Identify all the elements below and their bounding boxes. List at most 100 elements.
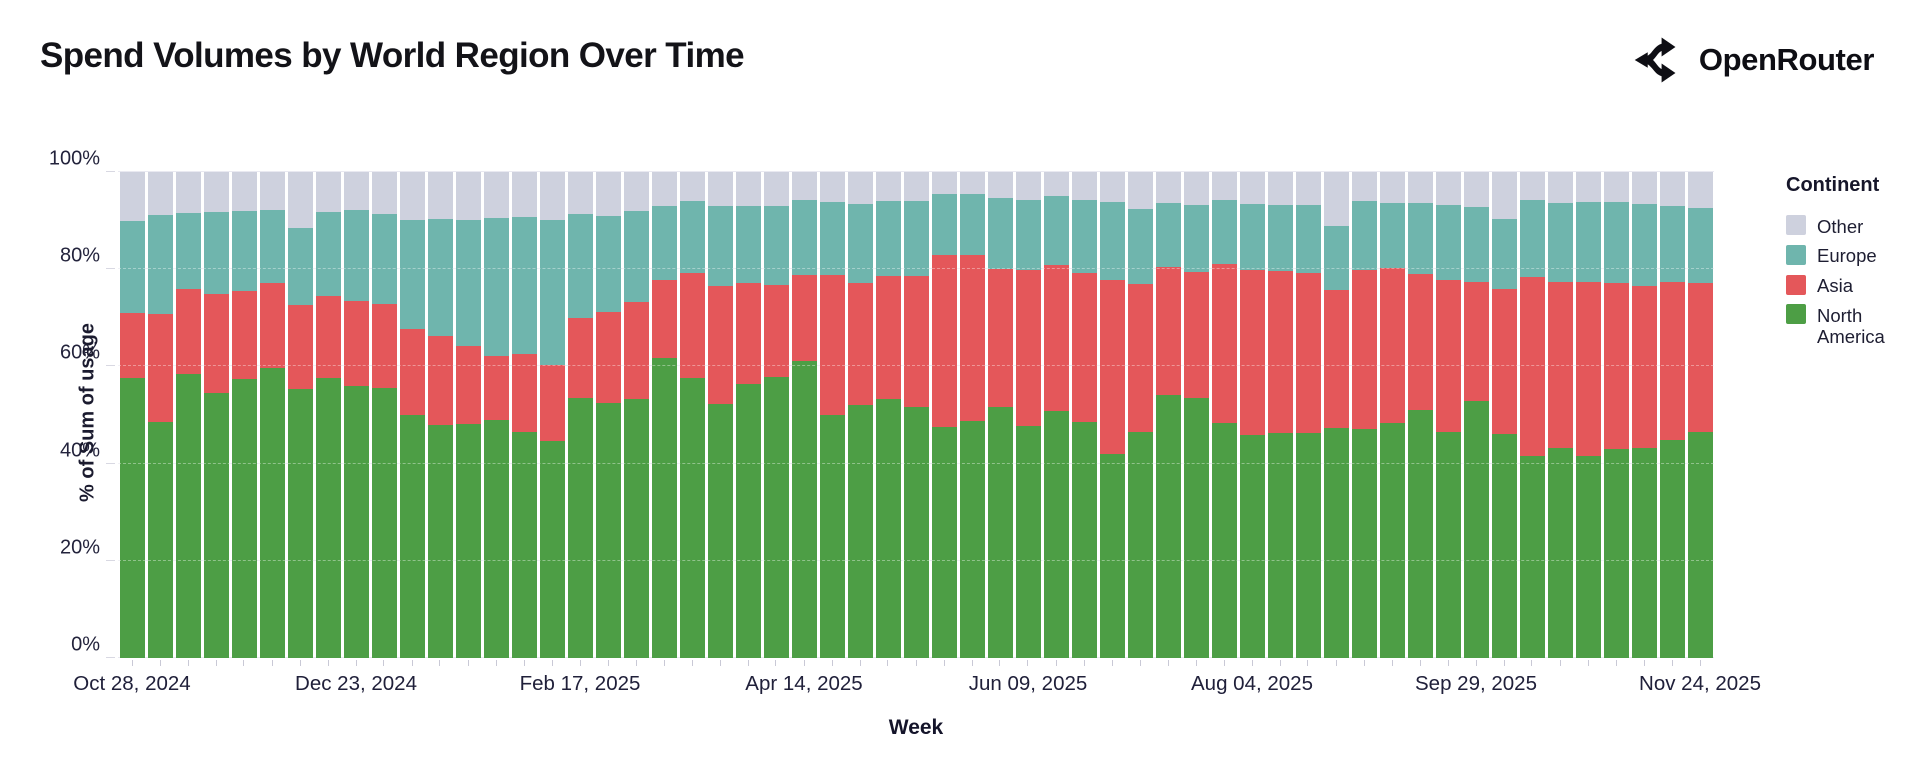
- segment-north-america[interactable]: [343, 385, 369, 658]
- segment-europe[interactable]: [959, 193, 985, 255]
- segment-north-america[interactable]: [119, 377, 145, 658]
- segment-other[interactable]: [1323, 172, 1349, 226]
- segment-europe[interactable]: [1211, 200, 1237, 265]
- segment-other[interactable]: [1547, 172, 1573, 203]
- segment-asia[interactable]: [1071, 273, 1097, 422]
- segment-north-america[interactable]: [819, 415, 845, 658]
- segment-asia[interactable]: [1239, 269, 1265, 435]
- segment-other[interactable]: [315, 172, 341, 213]
- segment-north-america[interactable]: [903, 407, 929, 658]
- segment-asia[interactable]: [1127, 283, 1153, 432]
- segment-north-america[interactable]: [1155, 395, 1181, 658]
- segment-europe[interactable]: [371, 213, 397, 305]
- segment-other[interactable]: [651, 172, 677, 207]
- segment-europe[interactable]: [399, 219, 425, 330]
- segment-other[interactable]: [1435, 172, 1461, 205]
- segment-north-america[interactable]: [511, 432, 537, 658]
- segment-asia[interactable]: [847, 283, 873, 405]
- segment-asia[interactable]: [1351, 269, 1377, 429]
- segment-north-america[interactable]: [1603, 449, 1629, 658]
- segment-other[interactable]: [819, 172, 845, 203]
- segment-north-america[interactable]: [539, 440, 565, 658]
- segment-other[interactable]: [1211, 172, 1237, 201]
- segment-asia[interactable]: [1155, 266, 1181, 396]
- segment-europe[interactable]: [259, 210, 285, 284]
- segment-other[interactable]: [847, 172, 873, 204]
- segment-other[interactable]: [707, 172, 733, 206]
- segment-europe[interactable]: [1239, 203, 1265, 270]
- segment-north-america[interactable]: [1435, 431, 1461, 658]
- segment-asia[interactable]: [595, 312, 621, 404]
- segment-north-america[interactable]: [1463, 401, 1489, 658]
- segment-europe[interactable]: [287, 228, 313, 306]
- segment-asia[interactable]: [1463, 281, 1489, 402]
- segment-europe[interactable]: [511, 216, 537, 355]
- segment-asia[interactable]: [147, 313, 173, 423]
- segment-asia[interactable]: [623, 301, 649, 399]
- segment-other[interactable]: [287, 172, 313, 229]
- segment-north-america[interactable]: [1687, 431, 1713, 658]
- segment-asia[interactable]: [287, 305, 313, 389]
- segment-other[interactable]: [791, 172, 817, 201]
- segment-other[interactable]: [203, 172, 229, 213]
- segment-asia[interactable]: [1211, 264, 1237, 423]
- segment-europe[interactable]: [1463, 206, 1489, 282]
- segment-europe[interactable]: [483, 217, 509, 357]
- segment-asia[interactable]: [259, 283, 285, 368]
- segment-asia[interactable]: [763, 284, 789, 378]
- segment-other[interactable]: [147, 172, 173, 216]
- segment-other[interactable]: [987, 172, 1013, 199]
- segment-north-america[interactable]: [483, 419, 509, 658]
- segment-asia[interactable]: [343, 301, 369, 386]
- segment-asia[interactable]: [427, 335, 453, 426]
- segment-other[interactable]: [567, 172, 593, 214]
- segment-north-america[interactable]: [1211, 422, 1237, 658]
- segment-europe[interactable]: [1267, 204, 1293, 271]
- segment-europe[interactable]: [707, 205, 733, 286]
- segment-other[interactable]: [511, 172, 537, 217]
- openrouter-brand[interactable]: OpenRouter: [1633, 34, 1874, 86]
- segment-asia[interactable]: [679, 272, 705, 378]
- segment-europe[interactable]: [1071, 200, 1097, 274]
- segment-asia[interactable]: [119, 312, 145, 378]
- segment-north-america[interactable]: [1631, 448, 1657, 658]
- segment-north-america[interactable]: [1659, 439, 1685, 658]
- segment-europe[interactable]: [875, 201, 901, 277]
- segment-north-america[interactable]: [1127, 431, 1153, 658]
- segment-other[interactable]: [1491, 172, 1517, 219]
- segment-other[interactable]: [539, 172, 565, 220]
- segment-other[interactable]: [1295, 172, 1321, 205]
- segment-asia[interactable]: [1267, 270, 1293, 433]
- segment-europe[interactable]: [819, 202, 845, 276]
- segment-other[interactable]: [1631, 172, 1657, 204]
- segment-north-america[interactable]: [959, 420, 985, 658]
- segment-europe[interactable]: [455, 220, 481, 347]
- segment-asia[interactable]: [1407, 273, 1433, 410]
- segment-asia[interactable]: [1659, 281, 1685, 440]
- segment-europe[interactable]: [1155, 203, 1181, 267]
- segment-asia[interactable]: [1519, 277, 1545, 457]
- segment-north-america[interactable]: [1183, 398, 1209, 658]
- segment-europe[interactable]: [1547, 202, 1573, 282]
- segment-other[interactable]: [1099, 172, 1125, 203]
- segment-europe[interactable]: [203, 212, 229, 295]
- segment-asia[interactable]: [1295, 272, 1321, 433]
- segment-europe[interactable]: [623, 211, 649, 302]
- segment-north-america[interactable]: [455, 424, 481, 658]
- segment-europe[interactable]: [343, 210, 369, 302]
- segment-europe[interactable]: [1015, 199, 1041, 270]
- segment-asia[interactable]: [175, 289, 201, 375]
- segment-north-america[interactable]: [987, 406, 1013, 658]
- segment-europe[interactable]: [567, 213, 593, 318]
- segment-other[interactable]: [623, 172, 649, 212]
- segment-asia[interactable]: [315, 295, 341, 378]
- segment-other[interactable]: [175, 172, 201, 214]
- segment-europe[interactable]: [791, 200, 817, 276]
- segment-europe[interactable]: [1351, 200, 1377, 270]
- segment-europe[interactable]: [175, 213, 201, 290]
- segment-asia[interactable]: [1323, 290, 1349, 428]
- segment-north-america[interactable]: [1351, 428, 1377, 658]
- segment-europe[interactable]: [735, 206, 761, 283]
- segment-other[interactable]: [763, 172, 789, 206]
- segment-north-america[interactable]: [1379, 422, 1405, 658]
